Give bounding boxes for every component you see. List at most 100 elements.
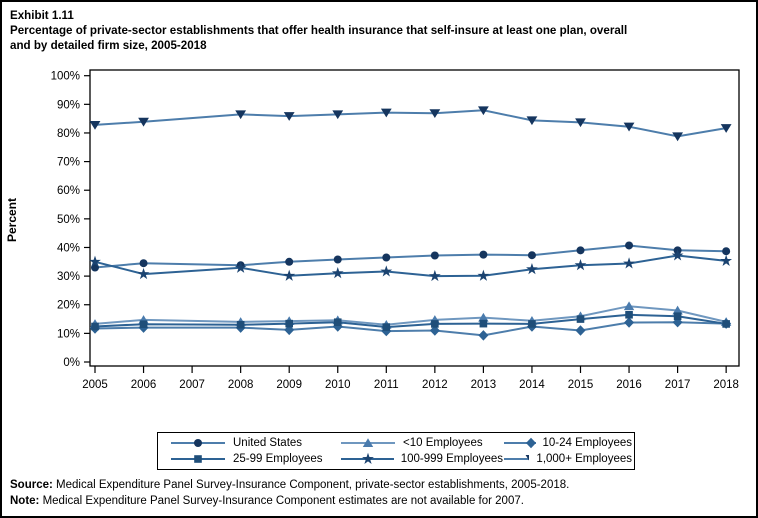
data-point [671,249,684,261]
source-note: Source: Medical Expenditure Panel Survey… [10,477,754,493]
legend-item--10-employees: <10 Employees [340,436,503,450]
y-axis-tick-label: 60% [57,185,80,197]
data-point [332,110,344,120]
x-axis-tick-label: 2016 [616,379,642,391]
square-legend-swatch [171,455,225,463]
data-point [283,269,296,281]
y-axis-tick-label: 40% [57,242,80,254]
data-point [89,120,101,130]
legend-item-1-000-employees: 1,000+ Employees [503,452,632,466]
data-point [285,319,293,328]
data-point [285,257,294,266]
data-point [234,261,247,273]
series-1-000-employees [89,106,732,142]
data-point [479,319,488,328]
series-line [94,244,727,269]
data-point [331,267,344,279]
data-point [138,117,149,127]
data-point [528,320,536,328]
data-point [672,305,683,315]
data-point [429,109,441,119]
chart-title-line-2: and by detailed firm size, 2005-2018 [10,39,207,52]
x-axis-tick-label: 2005 [82,379,108,391]
y-axis-tick-label: 100% [51,71,80,83]
data-point [576,246,585,255]
data-point [623,257,635,269]
data-point [139,259,148,268]
x-axis-tick-label: 2013 [471,379,497,391]
chart-canvas: 0% 10% 20% 30% 40% 50% 60% 70% 80% 90% 100% Percent… [5,69,740,391]
legend-item-10-24-employees: 10-24 Employees [503,436,632,450]
x-axis-tick-label: 2008 [228,379,254,391]
page-title: Exhibit 1.11 Percentage of private-secto… [10,8,754,53]
data-point [625,310,633,319]
data-point [89,255,101,267]
y-axis-tick-label: 50% [57,214,80,226]
source-label: Source: [10,479,53,491]
data-point [673,312,682,320]
data-point [720,254,733,266]
data-point [91,322,99,331]
chart-legend: United States <10 Employees 10-24 Employee… [157,432,635,470]
y-axis-tick-label: 10% [57,328,80,340]
legend-item-united-states: United States [170,436,340,450]
source-text: Medical Expenditure Panel Survey-Insuran… [52,479,570,491]
data-point [527,251,536,260]
data-point [333,255,342,264]
data-point [428,269,441,282]
data-point [333,318,342,327]
footnotes: Source: Medical Expenditure Panel Survey… [10,477,754,509]
data-point [575,325,586,336]
legend-label: 25-99 Employees [233,453,323,465]
data-point [722,320,730,328]
legend-label: 1,000+ Employees [536,453,632,465]
data-point [478,330,489,341]
diamond-legend-swatch [504,437,536,449]
y-axis-title: Percent [5,198,19,242]
legend-label: 10-24 Employees [542,437,633,449]
data-point [283,112,295,121]
data-point [575,118,586,128]
x-axis-tick-label: 2012 [422,379,448,391]
x-axis-tick-label: 2018 [713,379,739,391]
legend-label: 100-999 Employees [400,453,503,465]
legend-item-100-999-employees: 100-999 Employees [340,452,503,466]
x-axis-tick-label: 2011 [374,379,399,391]
x-axis-tick-label: 2007 [179,379,205,391]
data-point [137,267,150,280]
data-point [478,106,489,116]
chart-title-line-1: Percentage of private-sector establishme… [10,24,628,37]
data-point [139,320,148,329]
star-legend-swatch [341,452,394,465]
circle-icon [194,439,202,447]
y-axis-tick-label: 90% [57,99,80,111]
line-chart: 0% 10% 20% 30% 40% 50% 60% 70% 80% 90% 100% Percent… [2,62,756,412]
data-point [526,263,538,275]
x-axis-tick-label: 2017 [665,379,691,391]
data-point [429,325,440,336]
data-point [236,320,245,329]
triangle-down-legend-swatch [504,455,530,462]
circle-legend-swatch [171,439,225,447]
y-axis-tick-label: 0% [63,357,80,369]
data-point [672,132,683,142]
data-point [574,259,587,271]
y-axis-tick-label: 80% [57,128,80,140]
data-point [478,312,489,322]
data-point [722,247,731,256]
data-point [477,269,490,281]
y-axis-tick-label: 20% [57,300,80,312]
data-point [623,122,635,132]
triangle-down-icon [525,455,530,462]
series-25-99-employees [91,310,730,331]
star-icon [362,452,374,465]
x-axis-tick-label: 2015 [568,379,594,391]
x-axis-tick-label: 2009 [276,379,302,391]
legend-label: <10 Employees [403,437,483,449]
data-point [382,323,391,331]
data-point [382,253,391,262]
note-label: Note: [10,495,40,507]
legend-label: United States [233,437,303,449]
series-united-states [91,241,731,272]
